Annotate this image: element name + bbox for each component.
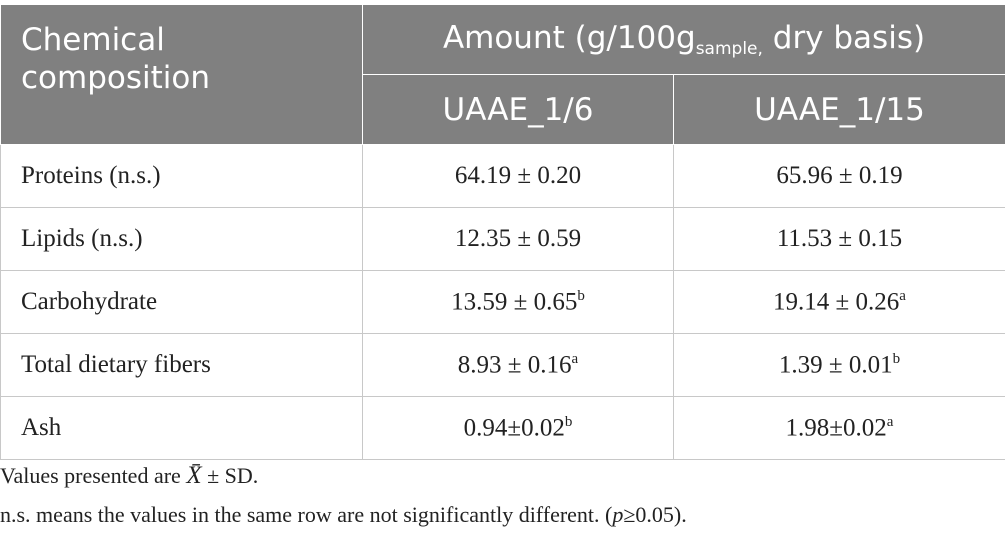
column-header: UAAE_1/15 xyxy=(672,74,1005,145)
value-cell: 0.94±0.02b xyxy=(362,396,674,460)
cell-value: 8.93 ± 0.16 xyxy=(457,351,572,379)
cell-value: 19.14 ± 0.26 xyxy=(773,288,900,316)
row-label: Carbohydrate xyxy=(0,270,363,334)
note-tail: ≥0.05). xyxy=(623,502,687,527)
note-text: n.s. means the values in the same row ar… xyxy=(0,502,613,527)
table-row: Proteins (n.s.) 64.19 ± 0.20 65.96 ± 0.19 xyxy=(0,144,1005,208)
cell-superscript: a xyxy=(899,287,906,304)
table-row: Lipids (n.s.) 12.35 ± 0.59 11.53 ± 0.15 xyxy=(0,207,1005,271)
value-cell: 64.19 ± 0.20 xyxy=(362,144,674,208)
cell-value: 1.98±0.02 xyxy=(785,414,887,442)
value-cell: 19.14 ± 0.26a xyxy=(672,270,1005,334)
cell-value: 0.94±0.02 xyxy=(463,414,565,442)
header-row: Chemical composition Amount (g/100gsampl… xyxy=(0,4,1005,145)
amount-sub: sample, xyxy=(695,39,763,59)
row-label-header: Chemical composition xyxy=(0,4,363,145)
row-label: Ash xyxy=(0,396,363,460)
cell-superscript: a xyxy=(886,413,894,430)
table-row: Total dietary fibers 8.93 ± 0.16a 1.39 ± 0… xyxy=(0,333,1005,397)
note-text: Values presented are xyxy=(0,463,187,488)
value-cell: 12.35 ± 0.59 xyxy=(362,207,674,271)
amount-tail: dry basis) xyxy=(762,20,926,56)
table-row: Carbohydrate 13.59 ± 0.65b 19.14 ± 0.26a xyxy=(0,270,1005,334)
cell-value: 64.19 ± 0.20 xyxy=(454,162,582,189)
cell-value: 12.35 ± 0.59 xyxy=(454,225,582,252)
cell-value: 1.39 ± 0.01 xyxy=(778,351,893,379)
value-cell: 1.98±0.02a xyxy=(672,396,1005,460)
amount-text: Amount (g/100g xyxy=(442,20,696,56)
note-italic: p xyxy=(612,502,624,527)
value-cell: 65.96 ± 0.19 xyxy=(672,144,1005,208)
cell-superscript: a xyxy=(571,350,579,367)
note: Values presented are X̄ ± SD. xyxy=(0,462,258,490)
composition-table: Chemical composition Amount (g/100gsampl… xyxy=(0,4,1005,460)
cell-superscript: b xyxy=(577,287,585,304)
note-symbol: X̄ xyxy=(186,462,202,489)
value-cell: 1.39 ± 0.01b xyxy=(672,333,1005,397)
value-cell: 13.59 ± 0.65b xyxy=(362,270,674,334)
value-cell: 8.93 ± 0.16a xyxy=(362,333,674,397)
note: n.s. means the values in the same row ar… xyxy=(0,502,687,528)
header-row: UAAE_1/6 UAAE_1/15 xyxy=(1,74,1005,145)
note-tail: ± SD. xyxy=(201,463,259,488)
row-label: Lipids (n.s.) xyxy=(0,207,363,271)
row-label: Proteins (n.s.) xyxy=(0,144,363,208)
column-header: UAAE_1/6 xyxy=(362,74,674,145)
cell-value: 11.53 ± 0.15 xyxy=(776,225,903,252)
cell-value: 65.96 ± 0.19 xyxy=(776,162,903,189)
table-body: Proteins (n.s.) 64.19 ± 0.20 65.96 ± 0.19 L… xyxy=(0,144,1005,460)
value-cell: 11.53 ± 0.15 xyxy=(672,207,1005,271)
row-label: Total dietary fibers xyxy=(0,333,363,397)
amount-header: Amount (g/100gsample, dry basis) xyxy=(361,4,1005,75)
cell-superscript: b xyxy=(892,350,901,367)
cell-superscript: b xyxy=(564,413,573,430)
table-row: Ash 0.94±0.02b 1.98±0.02a xyxy=(0,396,1005,460)
cell-value: 13.59 ± 0.65 xyxy=(451,288,578,316)
